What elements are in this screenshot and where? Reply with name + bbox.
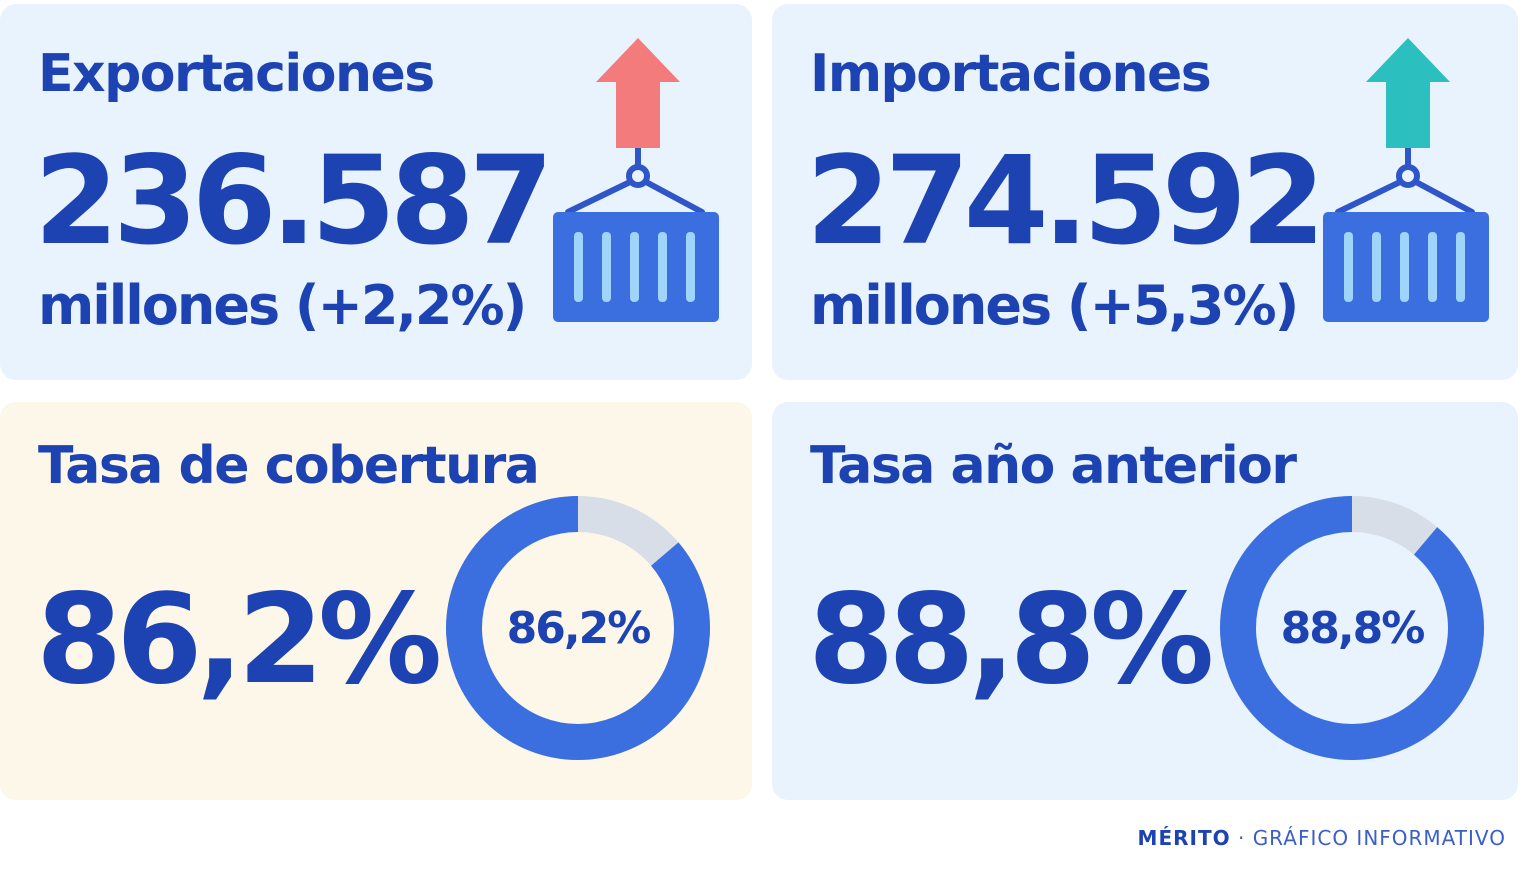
coverage-title: Tasa de cobertura xyxy=(38,436,540,496)
imports-value: 274.592 xyxy=(806,130,1326,272)
container-up-icon xyxy=(1323,38,1489,322)
coverage-value: 86,2% xyxy=(36,568,442,712)
imports-detail: millones (+5,3%) xyxy=(810,274,1299,337)
footer-separator: · xyxy=(1230,826,1253,850)
coverage-donut: 86,2% xyxy=(446,494,710,762)
coverage-donut-ring xyxy=(446,496,710,760)
previous-year-value: 88,8% xyxy=(808,568,1214,712)
donut-fill xyxy=(446,496,710,760)
exports-card: Exportaciones 236.587 millones (+2,2%) xyxy=(0,4,752,380)
imports-card: Importaciones 274.592 millones (+5,3%) xyxy=(772,4,1518,380)
arrow-up-icon xyxy=(1366,38,1450,148)
donut-fill xyxy=(1220,496,1484,760)
coverage-card: Tasa de cobertura 86,2% 86,2% xyxy=(0,402,752,800)
previous-year-card: Tasa año anterior 88,8% 88,8% xyxy=(772,402,1518,800)
footer-credit: MÉRITO · GRÁFICO INFORMATIVO xyxy=(1138,826,1506,850)
previous-year-donut: 88,8% xyxy=(1220,494,1484,762)
footer-brand: MÉRITO xyxy=(1137,826,1231,850)
previous-year-title: Tasa año anterior xyxy=(810,436,1297,496)
exports-value: 236.587 xyxy=(34,130,554,272)
previous-year-donut-ring xyxy=(1220,496,1484,760)
previous-year-donut-label: 88,8% xyxy=(1280,602,1426,654)
footer-text: GRÁFICO INFORMATIVO xyxy=(1252,826,1506,850)
exports-title: Exportaciones xyxy=(38,44,435,104)
container-up-icon xyxy=(553,38,719,322)
arrow-up-icon xyxy=(596,38,680,148)
imports-title: Importaciones xyxy=(810,44,1212,104)
exports-detail: millones (+2,2%) xyxy=(38,274,527,337)
coverage-donut-label: 86,2% xyxy=(506,602,652,654)
